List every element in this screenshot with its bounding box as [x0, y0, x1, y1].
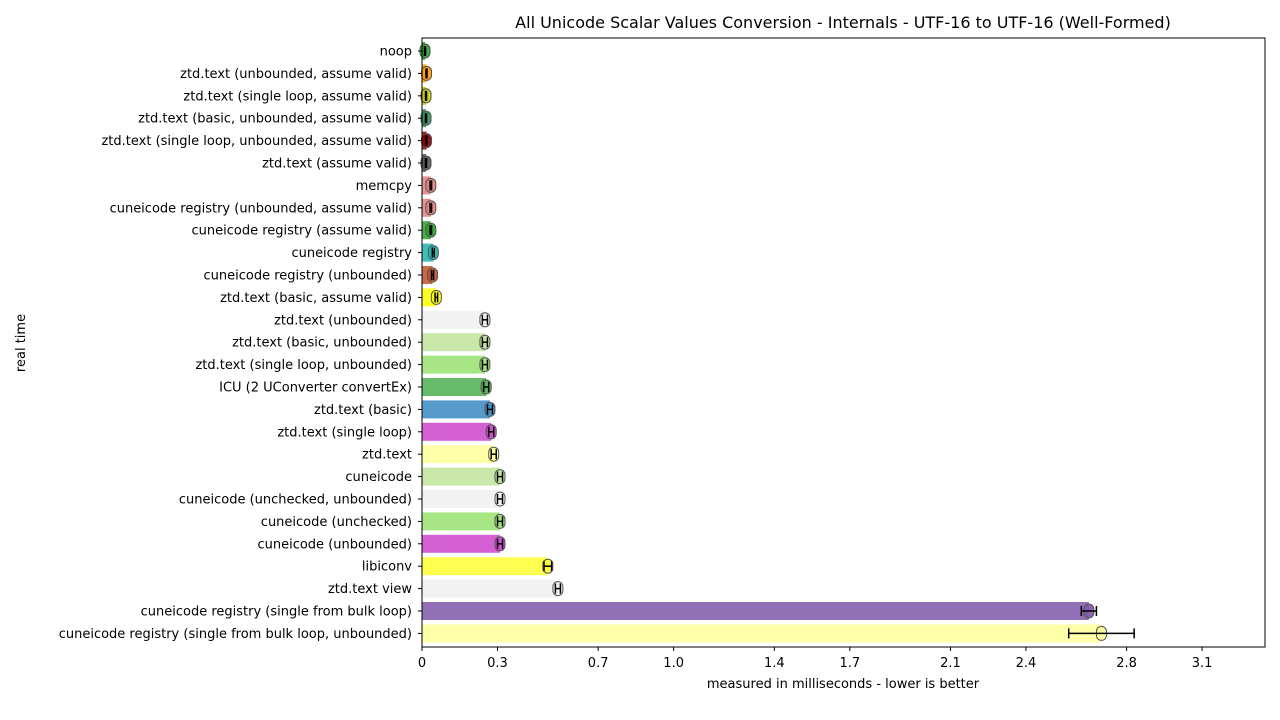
bar [422, 378, 487, 396]
x-tick-label: 0.7 [588, 656, 609, 671]
category-labels: noop ztd.text (unbounded, assume valid) zt… [59, 45, 422, 642]
category-label: ztd.text (single loop, unbounded, assume… [101, 134, 412, 149]
category-label: noop [380, 45, 412, 60]
category-label: cuneicode (unchecked, unbounded) [179, 493, 412, 508]
category-label: ICU (2 UConverter convertEx) [219, 381, 412, 396]
x-ticks: 0 0.3 0.7 1.0 1.4 1.7 2.1 2.4 2.8 3.1 [418, 647, 1213, 671]
category-label: cuneicode registry (unbounded) [204, 269, 413, 284]
bar [422, 400, 490, 419]
x-tick-label: 1.4 [764, 656, 785, 671]
bar [422, 243, 434, 262]
category-label: ztd.text (single loop, assume valid) [183, 89, 412, 104]
bar [422, 534, 501, 553]
category-label: ztd.text (unbounded) [274, 313, 412, 328]
bar [422, 333, 485, 352]
category-label: cuneicode registry (single from bulk loo… [59, 627, 412, 642]
category-label: cuneicode registry (unbounded, assume va… [110, 201, 412, 216]
bar [422, 445, 494, 464]
bar [422, 512, 501, 531]
bar [422, 557, 548, 576]
category-label: ztd.text view [328, 582, 412, 597]
category-label: cuneicode registry [291, 246, 412, 261]
chart-title: All Unicode Scalar Values Conversion - I… [515, 13, 1171, 32]
bar [422, 310, 485, 329]
category-label: ztd.text (unbounded, assume valid) [180, 67, 412, 82]
category-label: ztd.text (single loop, unbounded) [195, 358, 412, 373]
plot-frame [421, 37, 1266, 648]
category-label: ztd.text (basic, unbounded, assume valid… [138, 112, 412, 127]
bar [422, 467, 501, 486]
category-label: cuneicode registry (single from bulk loo… [141, 605, 412, 620]
y-axis-label: real time [14, 314, 29, 372]
x-tick-label: 2.8 [1116, 656, 1137, 671]
x-tick-label: 0 [418, 656, 426, 671]
category-label: ztd.text (basic) [314, 403, 412, 418]
bar [422, 422, 492, 441]
category-label: cuneicode registry (assume valid) [191, 224, 412, 239]
category-label: ztd.text (single loop) [277, 425, 412, 440]
x-tick-label: 2.1 [940, 656, 961, 671]
category-label: libiconv [362, 560, 412, 575]
category-label: cuneicode [345, 470, 412, 485]
bars-layer [419, 42, 1135, 643]
category-label: cuneicode (unbounded) [257, 537, 412, 552]
x-tick-label: 2.4 [1016, 656, 1037, 671]
category-label: ztd.text [362, 448, 412, 463]
x-tick-label: 1.7 [839, 656, 860, 671]
bar [422, 490, 501, 508]
bar [422, 355, 485, 374]
category-label: cuneicode (unchecked) [261, 515, 412, 530]
x-tick-label: 0.3 [487, 656, 508, 671]
category-label: ztd.text (basic, unbounded) [232, 336, 412, 351]
category-label: ztd.text (basic, assume valid) [220, 291, 412, 306]
x-tick-label: 1.0 [663, 656, 684, 671]
x-axis-label: measured in milliseconds - lower is bett… [707, 677, 980, 692]
bar [422, 602, 1089, 620]
bar [422, 579, 558, 598]
category-label: ztd.text (assume valid) [262, 157, 412, 172]
bar [422, 624, 1102, 643]
x-tick-label: 3.1 [1192, 656, 1213, 671]
category-label: memcpy [356, 179, 413, 194]
